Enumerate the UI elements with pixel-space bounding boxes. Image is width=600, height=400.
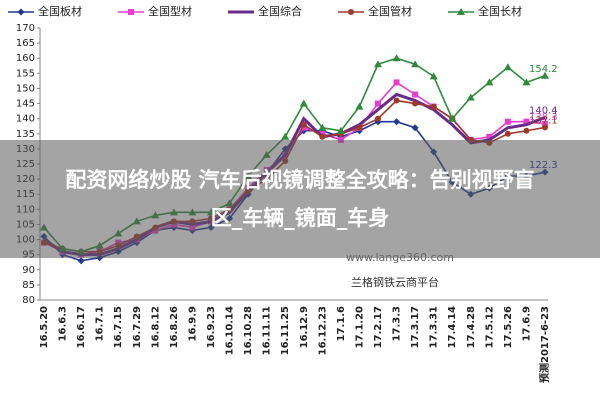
point — [393, 97, 400, 104]
y-tick-label: 170 — [16, 23, 35, 34]
legend-marker — [348, 9, 354, 15]
x-tick-label: 16.6.3 — [58, 306, 69, 341]
x-tick-label: 16.7.15 — [113, 306, 124, 348]
point — [392, 54, 401, 62]
y-tick-label: 155 — [16, 68, 35, 79]
x-tick-label: 16.12.23 — [317, 306, 328, 355]
point — [523, 118, 530, 125]
point — [355, 102, 364, 110]
x-tick-label: 17.4.14 — [447, 306, 458, 348]
point — [412, 91, 419, 98]
y-tick-label: 165 — [16, 38, 35, 49]
x-tick-label: 17.3.3 — [392, 306, 403, 341]
x-tick-label: 17.2.17 — [373, 306, 384, 348]
x-tick-label: 17.3.17 — [410, 306, 421, 348]
legend-label: 全国型材 — [148, 4, 192, 18]
y-tick-label: 85 — [22, 280, 35, 291]
y-tick-label: 135 — [16, 129, 35, 140]
watermark-brand: 兰格钢铁云商平台 — [351, 275, 439, 289]
x-tick-label: 16.9.9 — [187, 306, 198, 341]
legend-marker — [128, 9, 134, 15]
legend-marker — [17, 8, 25, 16]
point — [541, 71, 549, 79]
point — [411, 60, 420, 68]
overlay-banner — [0, 140, 600, 258]
x-tick-label: 16.7.29 — [132, 306, 143, 348]
y-tick-label: 140 — [16, 114, 35, 125]
x-tick-label: 16.6.17 — [76, 306, 87, 348]
point — [542, 120, 548, 127]
point — [375, 115, 381, 122]
point — [300, 121, 307, 128]
point — [504, 130, 511, 137]
x-tick-label: 16.9.23 — [206, 306, 217, 348]
x-tick-label: 17.5.26 — [503, 306, 514, 348]
point — [374, 60, 382, 68]
legend-label: 全国长材 — [478, 4, 522, 18]
x-tick-label: 16.8.12 — [150, 306, 161, 348]
data-label: 154.2 — [529, 64, 558, 75]
data-label: 140.4 — [529, 105, 558, 116]
point — [336, 126, 345, 134]
point — [393, 118, 401, 126]
point — [393, 79, 400, 86]
point — [319, 130, 326, 137]
point — [412, 100, 419, 107]
point — [486, 133, 493, 140]
x-tick-label: 17.5.12 — [484, 306, 495, 348]
point — [300, 124, 307, 131]
legend-marker — [457, 8, 465, 15]
watermark: www.lange360.com — [346, 251, 454, 264]
point — [411, 124, 419, 132]
banner-text: 配资网络炒股 汽车后视镜调整全攻略：告别视野盲区_车辆_镜面_车身 — [65, 168, 534, 230]
x-tick-label: 17.1.6 — [336, 306, 347, 341]
point — [319, 133, 326, 140]
point — [523, 127, 530, 134]
x-tick-label: 16.5.20 — [39, 306, 50, 348]
legend-label: 全国综合 — [258, 4, 302, 18]
point — [466, 93, 475, 101]
x-tick-label: 16.12.9 — [299, 306, 310, 348]
point — [375, 100, 381, 107]
x-tick-label: 17.6.9 — [521, 306, 532, 341]
x-tick-label: 预测2017-6-23 — [538, 306, 551, 383]
point — [281, 132, 290, 140]
legend-label: 全国管材 — [368, 4, 412, 18]
point — [542, 124, 548, 131]
point — [356, 124, 363, 131]
legend-label: 全国板材 — [38, 4, 82, 18]
x-tick-label: 16.8.26 — [169, 306, 180, 348]
point — [503, 63, 512, 71]
x-tick-label: 16.11.25 — [280, 306, 291, 355]
x-tick-label: 17.3.31 — [429, 306, 440, 348]
y-tick-label: 80 — [22, 295, 35, 306]
point — [448, 114, 457, 122]
y-tick-label: 150 — [16, 83, 35, 94]
y-tick-label: 90 — [22, 265, 35, 276]
x-tick-label: 17.4.28 — [466, 306, 477, 348]
point — [337, 136, 344, 143]
data-label: 137.1 — [529, 115, 558, 126]
point — [77, 257, 85, 265]
x-tick-label: 16.10.28 — [243, 306, 254, 355]
x-tick-label: 16.11.11 — [262, 306, 273, 355]
y-tick-label: 160 — [16, 53, 35, 64]
x-tick-label: 16.7.1 — [95, 306, 106, 341]
point — [299, 99, 308, 107]
point — [522, 78, 531, 86]
point — [504, 118, 511, 125]
x-tick-label: 16.10.14 — [225, 306, 236, 355]
point — [429, 72, 438, 80]
x-tick-label: 17.1.20 — [354, 306, 365, 348]
point — [430, 103, 437, 110]
y-tick-label: 145 — [16, 99, 35, 110]
point — [485, 78, 494, 86]
point — [318, 123, 327, 131]
